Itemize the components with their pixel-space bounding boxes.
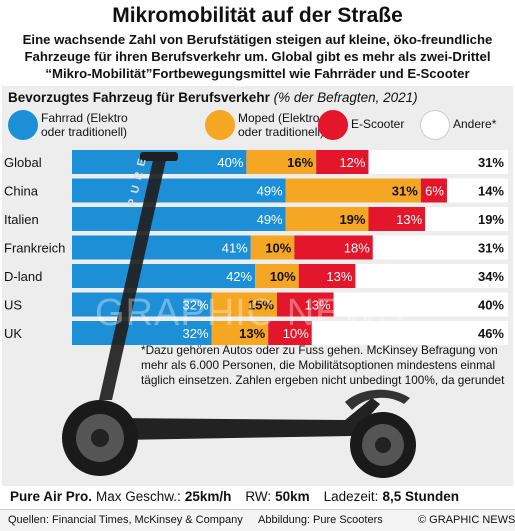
data-label-frankreich-series-1: 41% [222,241,248,256]
bar-d-land-series-3 [298,264,356,288]
bar-uk-series-3 [268,321,312,345]
bar-global-series-2 [246,150,317,174]
spec-charge-label: Ladezeit: [323,489,379,504]
spec-model: Pure Air Pro. [10,489,93,504]
data-label-uk-series-3: 10% [283,326,309,341]
bar-uk-series-1 [72,321,212,345]
data-label-frankreich-series-2: 10% [265,241,291,256]
legend-label-escooter: E-Scooter [351,117,405,131]
spec-charge-value: 8,5 Stunden [382,489,459,504]
spec-range-value: 50km [275,489,310,504]
data-label-global-series-4: 31% [478,155,504,170]
legend-swatch-moped [205,110,235,140]
data-label-uk-series-2: 13% [239,326,265,341]
data-label-frankreich-series-4: 31% [478,241,504,256]
data-label-us-series-3: 13% [305,298,331,313]
bar-frankreich-series-4 [372,235,508,260]
data-label-china-series-2: 31% [392,184,418,199]
legend-item-fahrrad: Fahrrad (Elektro oder traditionell) [8,110,129,140]
footnote: *Dazu gehören Autos oder zu Fuss gehen. … [141,343,505,387]
legend-label-andere: Andere* [453,117,497,131]
bar-global-series-4 [368,150,508,174]
bar-us-series-1 [72,292,212,317]
data-label-global-series-1: 40% [217,155,243,170]
legend-item-andere: Andere* [420,110,513,140]
spec-range-label: RW: [245,489,272,504]
bar-d-land-series-4 [355,264,508,288]
data-label-china-series-3: 6% [425,184,444,199]
footer: Quellen: Financial Times, McKinsey & Com… [0,509,515,531]
bar-global-series-3 [316,150,369,174]
data-label-d-land-series-3: 13% [326,269,352,284]
bar-d-land-series-2 [255,264,299,288]
spec-speed-label: Max Geschw.: [96,489,181,504]
bar-frankreich-series-2 [250,235,295,260]
category-label-d-land: D-land [4,269,42,284]
data-label-frankreich-series-3: 18% [344,241,370,256]
data-label-d-land-series-2: 10% [270,269,296,284]
scooter-specs: Pure Air Pro. Max Geschw.: 25km/h RW: 50km La… [10,489,510,504]
data-label-us-series-2: 15% [248,298,274,313]
bar-italien-series-4 [425,207,508,231]
bar-us-series-4 [333,292,508,317]
data-label-d-land-series-4: 34% [478,269,504,284]
chart-heading: Bevorzugtes Fahrzeug für Berufsverkehr (… [8,90,418,105]
data-label-uk-series-1: 32% [182,326,208,341]
category-label-us: US [4,298,22,313]
spec-speed-value: 25km/h [184,489,232,504]
footer-image-credit: Abbildung: Pure Scooters [258,514,383,526]
bar-us-series-2 [211,292,277,317]
category-label-china: China [4,184,39,199]
legend-item-moped: Moped (Elektro oder traditionell) [205,110,326,140]
bar-frankreich-series-3 [294,235,373,260]
bar-china-series-4 [446,178,508,203]
data-label-italien-series-2: 19% [339,212,365,227]
footer-sources: Quellen: Financial Times, McKinsey & Com… [8,514,243,526]
data-label-italien-series-1: 49% [257,212,283,227]
data-label-china-series-4: 14% [478,184,504,199]
category-label-italien: Italien [4,212,39,227]
data-label-global-series-3: 12% [339,155,365,170]
data-label-italien-series-3: 13% [396,212,422,227]
bar-italien-series-2 [285,207,369,231]
bar-china-series-2 [285,178,421,203]
legend-swatch-andere [420,110,450,140]
bar-frankreich-series-1 [72,235,251,260]
legend-item-escooter: E-Scooter [318,110,417,140]
bar-italien-series-1 [72,207,286,231]
category-label-uk: UK [4,326,22,341]
bar-us-series-3 [276,292,334,317]
legend-label-fahrrad: Fahrrad (Elektro oder traditionell) [41,111,128,139]
intro-text: Eine wachsende Zahl von Berufstätigen st… [22,32,493,81]
legend-swatch-escooter [318,110,348,140]
data-label-uk-series-4: 46% [478,326,504,341]
category-label-frankreich: Frankreich [4,241,65,256]
data-label-us-series-1: 32% [182,298,208,313]
chart-subtitle: (% der Befragten, 2021) [273,90,418,105]
bar-china-series-1 [72,178,286,203]
data-label-global-series-2: 16% [287,155,313,170]
bar-china-series-3 [420,178,447,203]
scooter-illustration [62,152,416,478]
legend-swatch-fahrrad [8,110,38,140]
data-label-italien-series-4: 19% [478,212,504,227]
scooter-icon [62,152,416,478]
data-label-d-land-series-1: 42% [226,269,252,284]
category-label-global: Global [4,155,42,170]
data-label-china-series-1: 49% [257,184,283,199]
footer-copyright: © GRAPHIC NEWS [418,514,515,526]
bar-uk-series-4 [311,321,508,345]
chart-title: Bevorzugtes Fahrzeug für Berufsverkehr [8,90,270,105]
stacked-bar-chart: Global 40% 16% 12% 31% China 49% 31% 6% 14% Italie… [4,150,508,345]
legend-label-moped: Moped (Elektro oder traditionell) [238,111,325,139]
bar-uk-series-2 [211,321,269,345]
bar-d-land-series-1 [72,264,256,288]
data-label-us-series-4: 40% [478,298,504,313]
bar-italien-series-3 [368,207,426,231]
page-title: Mikromobilität auf der Straße [112,4,403,27]
